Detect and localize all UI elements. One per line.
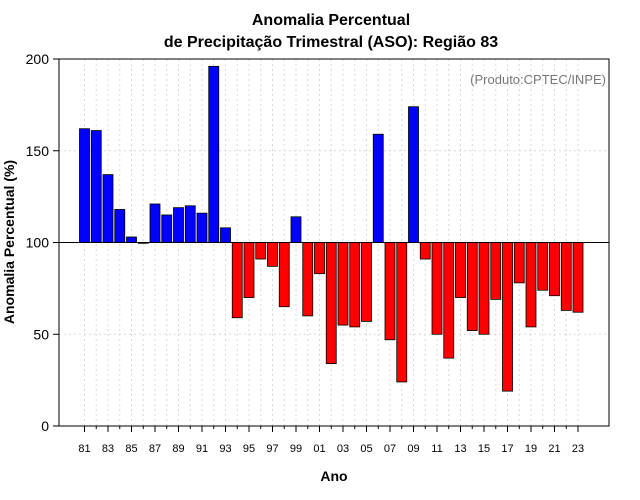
x-axis: 81 83 85 87 89 91 93 95 97 99 01 03 05 07 09 11 13 15 17 19… bbox=[78, 426, 584, 455]
chart-title-line2: de Precipitação Trimestral (ASO): Região… bbox=[164, 34, 498, 51]
x-tick-label: 23 bbox=[572, 443, 584, 455]
bar-2017 bbox=[502, 242, 513, 392]
bar-1999 bbox=[290, 216, 302, 243]
x-tick-label: 09 bbox=[407, 443, 419, 455]
bar-1984 bbox=[114, 209, 126, 243]
x-tick-label: 97 bbox=[266, 443, 278, 455]
bar-1983 bbox=[102, 174, 114, 243]
bar-2014 bbox=[466, 242, 478, 331]
bar-1989 bbox=[173, 207, 184, 243]
bar-1991 bbox=[196, 212, 208, 243]
x-tick-label: 11 bbox=[431, 443, 442, 455]
bar-2012 bbox=[443, 242, 455, 359]
bar-2020 bbox=[537, 242, 549, 291]
bar-2003 bbox=[337, 242, 349, 326]
x-tick-label: 81 bbox=[78, 443, 90, 455]
y-axis-label: Anomalia Percentual (%) bbox=[1, 160, 17, 324]
bar-2011 bbox=[431, 242, 443, 335]
y-axis: 0 50 100 150 200 bbox=[26, 51, 59, 434]
bar-2009 bbox=[408, 106, 419, 243]
bar-1998 bbox=[278, 242, 290, 308]
bar-2019 bbox=[525, 242, 537, 328]
bars-group bbox=[79, 65, 584, 392]
x-tick-label: 85 bbox=[125, 443, 137, 455]
y-tick-label: 100 bbox=[26, 235, 50, 251]
bar-1994 bbox=[231, 242, 243, 319]
bar-2023 bbox=[572, 242, 584, 313]
bar-1987 bbox=[149, 203, 161, 243]
bar-1996 bbox=[255, 242, 267, 260]
x-tick-label: 93 bbox=[219, 443, 231, 455]
bar-1990 bbox=[184, 205, 196, 243]
bar-2008 bbox=[396, 242, 408, 383]
bar-1981 bbox=[79, 128, 90, 243]
bar-2022 bbox=[560, 242, 572, 311]
bar-2000 bbox=[302, 242, 314, 317]
x-tick-label: 13 bbox=[454, 443, 466, 455]
x-tick-label: 01 bbox=[313, 443, 325, 455]
x-tick-label: 87 bbox=[149, 443, 161, 455]
bar-1985 bbox=[126, 236, 137, 243]
x-tick-label: 19 bbox=[525, 443, 537, 455]
y-tick-label: 200 bbox=[26, 51, 50, 67]
bar-2013 bbox=[455, 242, 466, 298]
x-tick-label: 15 bbox=[478, 443, 490, 455]
bar-2018 bbox=[513, 242, 525, 284]
bar-1997 bbox=[267, 242, 278, 267]
y-tick-label: 0 bbox=[41, 418, 49, 434]
bar-2016 bbox=[490, 242, 502, 300]
x-tick-label: 91 bbox=[196, 443, 208, 455]
x-tick-label: 07 bbox=[384, 443, 396, 455]
bar-2001 bbox=[314, 242, 325, 275]
bar-1992 bbox=[208, 65, 220, 243]
bar-2015 bbox=[478, 242, 490, 335]
x-tick-label: 17 bbox=[501, 443, 513, 455]
x-tick-label: 21 bbox=[548, 443, 560, 455]
x-tick-label: 89 bbox=[172, 443, 184, 455]
bar-2010 bbox=[419, 242, 431, 260]
x-axis-label: Ano bbox=[320, 468, 347, 484]
y-tick-label: 50 bbox=[33, 326, 49, 342]
x-tick-label: 05 bbox=[360, 443, 372, 455]
bar-2021 bbox=[549, 242, 560, 297]
bar-1995 bbox=[243, 242, 255, 298]
bar-2005 bbox=[361, 242, 372, 322]
source-label: (Produto:CPTEC/INPE) bbox=[470, 72, 606, 87]
bar-1982 bbox=[90, 130, 102, 243]
bar-2006 bbox=[372, 133, 384, 243]
bar-2007 bbox=[384, 242, 396, 341]
x-tick-label: 03 bbox=[337, 443, 349, 455]
y-tick-label: 150 bbox=[26, 143, 50, 159]
bar-1988 bbox=[161, 214, 173, 243]
x-tick-label: 95 bbox=[243, 443, 255, 455]
x-tick-label: 83 bbox=[102, 443, 114, 455]
bar-1993 bbox=[220, 227, 231, 243]
bar-2004 bbox=[349, 242, 361, 328]
gridlines bbox=[59, 58, 609, 427]
x-tick-label: 99 bbox=[290, 443, 302, 455]
bar-2002 bbox=[325, 242, 337, 365]
chart-title-line1: Anomalia Percentual bbox=[252, 12, 410, 29]
